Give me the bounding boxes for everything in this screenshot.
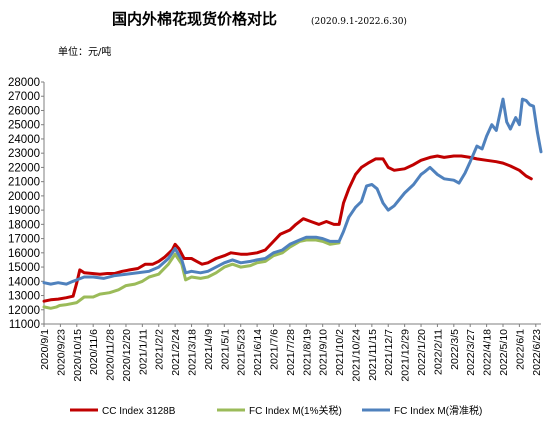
series-layer: [42, 97, 543, 310]
y-tick-label: 28000: [8, 77, 40, 89]
x-tick-label: 2020/9/1: [39, 329, 51, 370]
x-tick-label: 2021/10/24: [350, 329, 362, 382]
x-tick-label: 2021/5/23: [236, 329, 248, 376]
y-tick-label: 26000: [8, 105, 40, 117]
y-tick-label: 24000: [8, 134, 40, 146]
x-tick-label: 2022/3/27: [465, 329, 477, 376]
x-tick-label: 2020/12/20: [121, 329, 133, 382]
y-tick-label: 18000: [8, 219, 40, 231]
x-tick-label: 2021/7/6: [268, 329, 280, 370]
x-tick-label: 2021/2/24: [170, 329, 182, 376]
x-tick-label: 2021/5/1: [219, 329, 231, 370]
y-tick-label: 25000: [8, 120, 40, 132]
y-tick-label: 21000: [8, 177, 40, 189]
y-tick-label: 13000: [8, 291, 40, 303]
legend: CC Index 3128B FC Index M(1%关税) FC Index M…: [70, 404, 482, 417]
axes: 11000 12000 13000 14000 15000 16000 17000 18000…: [8, 77, 543, 382]
x-tick-label: 2022/1/20: [416, 329, 428, 376]
x-tick-label: 2020/10/15: [72, 329, 84, 382]
y-tick-label: 27000: [8, 91, 40, 103]
y-tick-label: 14000: [8, 276, 40, 288]
x-tick-label: 2020/9/23: [55, 329, 67, 376]
x-tick-label: 2021/12/7: [383, 329, 395, 376]
x-tick-label: 2022/3/5: [449, 329, 461, 370]
series-line-3: [42, 97, 543, 286]
y-tick-label: 20000: [8, 191, 40, 203]
x-tick-label: 2021/1/11: [137, 329, 149, 375]
x-tick-label: 2021/11/15: [367, 329, 379, 381]
y-tick-label: 12000: [8, 305, 40, 317]
x-tick-label: 2022/6/1: [514, 329, 526, 370]
x-tick-label: 2021/12/29: [400, 329, 412, 382]
legend-label-1: CC Index 3128B: [102, 406, 176, 417]
y-tick-label: 17000: [8, 234, 40, 246]
x-tick-label: 2021/4/9: [203, 329, 215, 370]
x-tick-label: 2021/10/2: [334, 329, 346, 376]
x-tick-label: 2021/6/14: [252, 329, 264, 376]
x-tick-label: 2021/9/10: [318, 329, 330, 376]
x-tick-label: 2022/4/18: [482, 329, 494, 376]
y-tick-label: 23000: [8, 148, 40, 160]
x-tick-label: 2022/5/10: [498, 329, 510, 376]
chart-subtitle: (2020.9.1-2022.6.30): [311, 16, 407, 27]
y-tick-label: 11000: [9, 319, 40, 331]
x-tick-label: 2020/11/28: [105, 329, 117, 381]
legend-label-3: FC Index M(滑准税): [394, 404, 482, 417]
x-tick-label: 2022/6/23: [531, 329, 543, 376]
y-tick-label: 19000: [8, 205, 40, 217]
series-line-2: [42, 238, 341, 310]
x-tick-label: 2021/3/18: [187, 329, 199, 376]
y-tick-label: 16000: [8, 248, 40, 260]
legend-label-2: FC Index M(1%关税): [249, 404, 342, 417]
x-tick-label: 2021/2/2: [154, 329, 166, 370]
x-tick-label: 2020/11/6: [88, 329, 100, 375]
x-tick-label: 2021/8/19: [301, 329, 313, 376]
y-tick-label: 22000: [8, 162, 40, 174]
series-line-1: [42, 154, 533, 303]
x-tick-label: 2022/2/11: [432, 329, 444, 375]
chart-title: 国内外棉花现货价格对比: [112, 10, 277, 28]
unit-label: 单位：元/吨: [58, 45, 111, 58]
x-tick-label: 2021/7/28: [285, 329, 297, 376]
y-tick-label: 15000: [8, 262, 40, 274]
